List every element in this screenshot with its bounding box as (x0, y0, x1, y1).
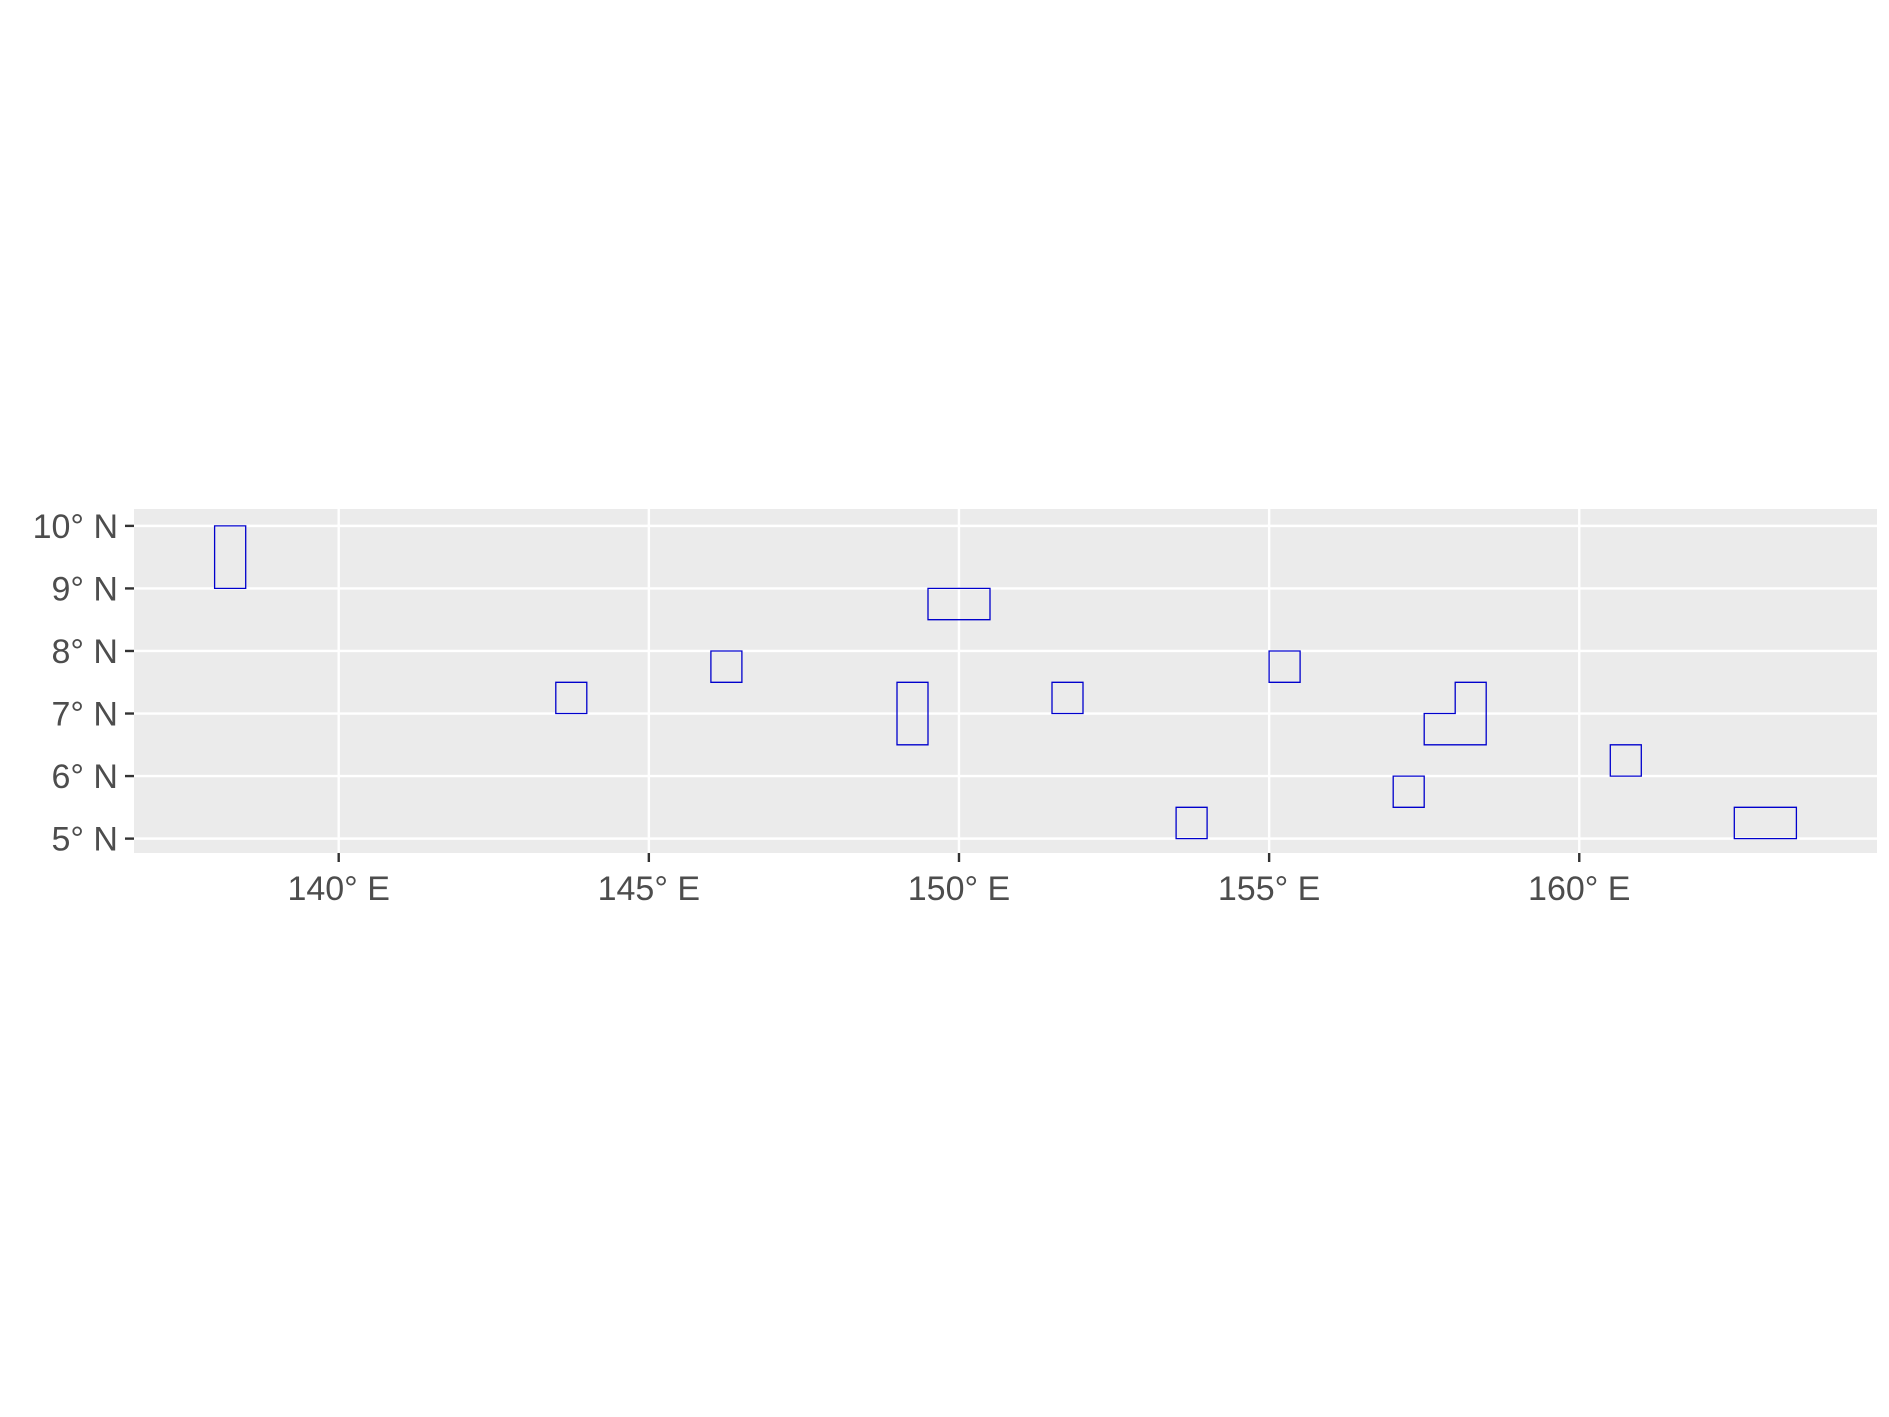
map-panel (134, 509, 1877, 853)
y-tick-label: 5° N (51, 821, 118, 859)
graticule (134, 509, 1877, 853)
x-tick-label: 160° E (1528, 870, 1630, 908)
grid-cell-polygon (927, 587, 991, 621)
grid-cell-polygon (1733, 806, 1798, 840)
grid-cell-polygon (1392, 775, 1425, 808)
y-axis: 5° N 6° N 7° N 8° N 9° N 10° N (33, 508, 134, 859)
grid-cell-polygon (1175, 806, 1208, 840)
x-tick-label: 145° E (598, 870, 700, 908)
x-tick-label: 155° E (1218, 870, 1320, 908)
grid-cell-polygon (1609, 744, 1642, 777)
grid-cell-polygon (555, 681, 588, 715)
y-tick-label: 9° N (51, 570, 118, 608)
grid-cell-polygon (1423, 681, 1487, 746)
y-tick-label: 8° N (51, 633, 118, 671)
grid-cell-polygon (1051, 681, 1084, 715)
y-tick-label: 6° N (51, 758, 118, 796)
x-axis: 140° E 145° E 150° E 155° E 160° E (287, 853, 1630, 908)
grid-cell-polygon (1268, 650, 1301, 683)
y-tick-label: 10° N (33, 508, 118, 546)
y-tick-label: 7° N (51, 696, 118, 734)
x-tick-label: 140° E (287, 870, 389, 908)
grid-cell-polygon (213, 525, 247, 590)
grid-cell-outlines (213, 525, 1798, 840)
grid-cell-polygon (896, 681, 929, 746)
grid-cell-polygon (710, 650, 743, 683)
x-tick-label: 150° E (908, 870, 1010, 908)
